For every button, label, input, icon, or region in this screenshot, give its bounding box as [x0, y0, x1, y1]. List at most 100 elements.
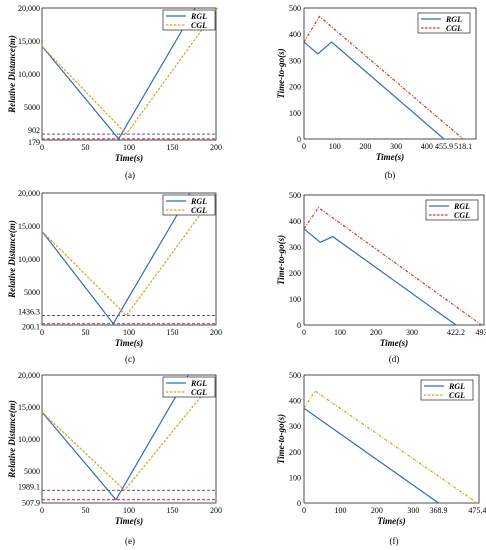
- plot-frame: [41, 192, 217, 326]
- x-tick-label: 300: [407, 506, 419, 515]
- reference-value-label: 902: [28, 126, 40, 135]
- y-tick-label: 400: [289, 397, 301, 406]
- plot-frame: [303, 194, 485, 326]
- x-tick-label: 100: [123, 506, 135, 515]
- x-tick-label: 100: [123, 328, 135, 337]
- x-tick-label: 0: [302, 142, 306, 151]
- y-tick-label: 400: [289, 30, 301, 39]
- y-tick-label: 100: [289, 295, 301, 304]
- legend-label: CGL: [191, 388, 207, 397]
- x-tick-label: 0: [302, 328, 306, 337]
- x-tick-label: 200: [370, 328, 382, 337]
- series-line-rgl: [303, 228, 457, 326]
- x-axis-label: Time(s): [115, 516, 143, 526]
- y-axis-label: Relative Distance(m): [7, 35, 17, 114]
- y-tick-label: 100: [289, 109, 301, 118]
- x-tick-label: 493: [475, 328, 486, 337]
- legend-label: CGL: [191, 21, 207, 30]
- x-axis-label: Time(s): [115, 153, 143, 163]
- x-tick-label: 368.9: [429, 506, 447, 515]
- y-axis-label: Relative Distance(m): [7, 400, 17, 479]
- y-tick-label: 400: [289, 217, 301, 226]
- series-line-cgl: [303, 206, 482, 326]
- y-tick-label: 200: [289, 448, 301, 457]
- legend-box: [162, 9, 216, 31]
- plot-frame: [41, 374, 217, 504]
- x-tick-label: 50: [82, 506, 90, 515]
- x-tick-label: 200: [371, 506, 383, 515]
- legend-label: RGL: [190, 197, 207, 206]
- x-axis-label: Time(s): [376, 152, 404, 162]
- subfigure-caption: (d): [389, 354, 400, 364]
- x-tick-label: 100: [123, 143, 135, 152]
- legend-box: [425, 199, 479, 221]
- y-axis-label: Time-to-go(s): [276, 414, 286, 464]
- y-tick-label: 0: [297, 321, 301, 330]
- chart-e: 5000 10,000 15,000 20,000 1989.1 507.90 50 100 1…: [7, 371, 222, 546]
- y-tick-label: 100: [289, 473, 301, 482]
- y-tick-label: 10,000: [18, 255, 40, 264]
- x-tick-label: 300: [406, 328, 418, 337]
- legend-label: CGL: [446, 24, 462, 33]
- x-tick-label: 150: [167, 328, 179, 337]
- y-tick-label: 500: [289, 371, 301, 380]
- reference-value-label: 1436.3: [18, 308, 40, 317]
- legend-label: CGL: [454, 211, 470, 220]
- legend-label: RGL: [445, 15, 462, 24]
- y-tick-label: 300: [289, 56, 301, 65]
- chart-f: 0 100 200 300 400 500 0 100 200 300 368.9 475.4 Time…: [276, 371, 486, 546]
- series-line-rgl: [303, 407, 439, 504]
- x-tick-label: 100: [334, 506, 346, 515]
- y-tick-label: 300: [289, 243, 301, 252]
- reference-value-label: 507.9: [22, 499, 40, 508]
- y-tick-label: 500: [289, 191, 301, 200]
- y-tick-label: 200: [289, 269, 301, 278]
- y-tick-label: 10,000: [18, 70, 40, 79]
- chart-d: 0 100 200 300 400 500 0 100 200 300 422.2 493 Time(s…: [276, 191, 486, 364]
- plot-frame: [41, 7, 217, 141]
- legend-box: [417, 12, 471, 34]
- series-line-rgl: [41, 7, 196, 140]
- y-tick-label: 15,000: [18, 222, 40, 231]
- x-tick-label: 0: [302, 506, 306, 515]
- legend-box: [162, 194, 216, 216]
- x-tick-label: 400: [421, 142, 433, 151]
- legend-label: RGL: [190, 12, 207, 21]
- series-line-rgl: [41, 192, 191, 325]
- subfigure-caption: (a): [125, 170, 135, 180]
- x-axis-label: Time(s): [115, 338, 143, 348]
- x-tick-label: 100: [329, 142, 341, 151]
- series-line-cgl: [41, 377, 217, 492]
- x-tick-label: 300: [390, 142, 402, 151]
- x-tick-label: 455.9: [435, 142, 453, 151]
- y-tick-label: 20,000: [18, 189, 40, 198]
- y-tick-label: 0: [297, 499, 301, 508]
- legend-box: [162, 376, 216, 398]
- reference-value-label: 1989.1: [18, 482, 40, 491]
- x-tick-label: 200: [210, 328, 222, 337]
- y-tick-label: 0: [297, 135, 301, 144]
- x-tick-label: 518.1: [454, 142, 472, 151]
- y-tick-label: 5000: [24, 103, 40, 112]
- subfigure-caption: (e): [125, 536, 135, 546]
- chart-c: 5000 10,000 15,000 20,000 1436.3 200.10 50 100 1…: [7, 189, 222, 364]
- y-tick-label: 15,000: [18, 403, 40, 412]
- y-axis-label: Relative Distance(m): [7, 220, 17, 299]
- x-tick-label: 200: [359, 142, 371, 151]
- series-line-cgl: [41, 7, 219, 135]
- subfigure-caption: (b): [385, 170, 396, 180]
- subfigure-caption: (c): [125, 354, 135, 364]
- legend-label: RGL: [448, 382, 465, 391]
- y-tick-label: 5000: [24, 467, 40, 476]
- y-tick-label: 300: [289, 422, 301, 431]
- x-tick-label: 422.2: [447, 328, 465, 337]
- y-axis-label: Time-to-go(s): [276, 235, 286, 285]
- y-tick-label: 20,000: [18, 4, 40, 13]
- y-tick-label: 15,000: [18, 37, 40, 46]
- subfigure-caption: (f): [390, 536, 399, 546]
